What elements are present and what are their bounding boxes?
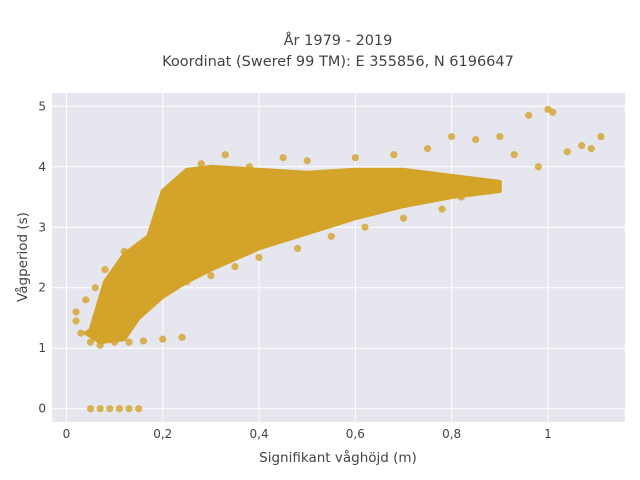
scatter-point [149,223,157,231]
scatter-point [115,405,124,413]
x-tick-label: 0 [63,427,71,441]
x-axis-ticks: 0 0,2 0,4 0,6 0,8 1 [63,427,552,441]
scatter-point [438,205,446,213]
scatter-point [293,244,302,253]
chart-title-line-1: År 1979 - 2019 [284,32,393,49]
scatter-point [101,265,109,274]
data-points [72,105,605,413]
scatter-point [77,329,85,337]
scatter-point [587,145,595,153]
scatter-point [361,223,369,231]
scatter-point [279,154,287,162]
scatter-point [120,247,128,256]
scatter-point [183,278,191,286]
x-tick-label: 0,6 [346,427,365,441]
scatter-point [486,187,494,195]
scatter-point [255,253,263,262]
scatter-point [72,308,80,316]
scatter-point [597,132,605,141]
scatter-point [390,151,398,159]
scatter-point [399,214,408,222]
scatter-point [91,284,99,292]
scatter-point [534,163,542,171]
scatter-point [159,335,167,343]
scatter-point [423,145,432,153]
scatter-point [197,160,205,168]
scatter-point [125,405,133,413]
scatter-point [563,148,571,156]
scatter-point [510,151,518,159]
scatter-point [221,151,229,159]
scatter-point [496,132,504,141]
scatter-point [448,132,456,141]
y-tick-label: 1 [38,341,46,355]
scatter-point [245,163,254,171]
x-axis-title: Signifikant våghöjd (m) [259,449,417,466]
scatter-point [525,111,533,119]
y-axis-title: Vågperiod (s) [14,212,31,302]
x-tick-label: 0,8 [442,427,461,441]
y-tick-label: 4 [38,160,46,174]
x-tick-label: 1 [544,427,552,441]
scatter-point [86,338,95,346]
scatter-point [207,272,215,280]
scatter-point [188,169,196,177]
scatter-point [578,142,586,150]
scatter-point [351,154,359,162]
scatter-point [96,405,104,413]
scatter-point [457,193,465,201]
y-axis-ticks: 0 1 2 3 4 5 [38,99,46,415]
chart-title-line-2: Koordinat (Sweref 99 TM): E 355856, N 61… [162,54,514,70]
scatter-point [178,333,186,341]
scatter-point [135,241,143,250]
y-tick-label: 3 [38,220,46,234]
scatter-point [106,405,114,413]
scatter-point [168,181,176,189]
x-tick-label: 0,2 [153,427,172,441]
scatter-point [472,135,480,144]
scatter-point [96,341,104,349]
scatter-point [327,232,335,240]
y-tick-label: 2 [38,281,46,295]
scatter-point [303,157,311,165]
scatter-point [139,337,148,345]
scatter-point [86,405,95,413]
y-tick-label: 0 [38,402,46,416]
scatter-point [135,405,143,413]
scatter-point [125,338,133,346]
scatter-point [549,108,557,116]
scatter-point [110,338,119,346]
scatter-point [72,317,80,325]
x-tick-label: 0,4 [250,427,269,441]
y-tick-label: 5 [38,99,46,113]
scatter-point [82,296,90,304]
scatter-point [231,262,239,271]
